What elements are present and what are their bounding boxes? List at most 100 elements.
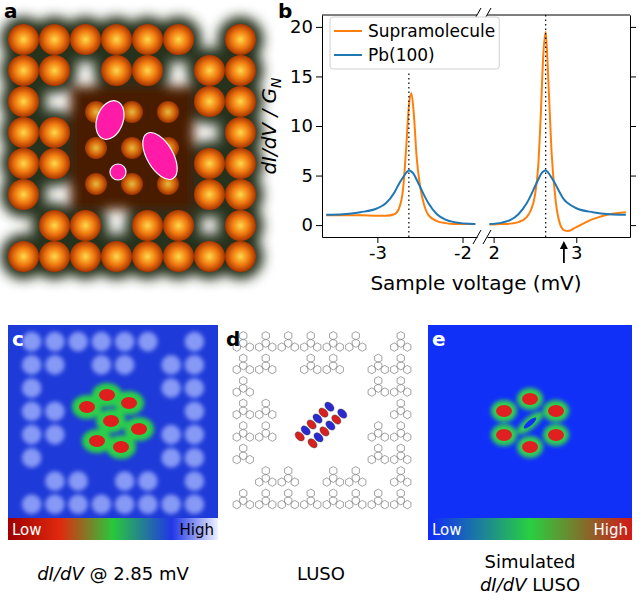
ring xyxy=(269,365,276,373)
tick: -2 xyxy=(454,237,472,263)
ring xyxy=(352,489,359,497)
tick: -3 xyxy=(369,237,387,263)
ring xyxy=(381,365,388,373)
tick-mark xyxy=(630,76,636,77)
map-blob xyxy=(496,429,512,441)
ring xyxy=(233,410,240,418)
colorbar-label: Low xyxy=(12,521,42,539)
map-blob xyxy=(68,495,88,515)
ring xyxy=(307,354,314,362)
map-blob xyxy=(522,441,538,453)
tick-mark xyxy=(316,176,322,177)
axis-break xyxy=(483,230,491,244)
ring xyxy=(262,422,269,430)
reference-line xyxy=(545,15,546,237)
molecule-sketch xyxy=(256,332,276,352)
ring xyxy=(246,455,253,463)
ring xyxy=(352,467,359,475)
molecule-sketch xyxy=(233,377,253,397)
caption-italic: dI/dV xyxy=(37,563,85,584)
molecule-sketch xyxy=(256,399,276,419)
topography-blob xyxy=(225,55,256,86)
map-blob xyxy=(45,471,65,491)
ring xyxy=(381,388,388,396)
ring xyxy=(375,422,382,430)
map-blob xyxy=(138,471,158,491)
molecule-sketch xyxy=(233,444,253,464)
colorbar xyxy=(8,518,218,540)
highlight-blob xyxy=(91,97,129,143)
map-blob xyxy=(161,425,181,445)
ring xyxy=(301,365,308,373)
tick-label: -2 xyxy=(454,242,472,263)
ring xyxy=(240,399,247,407)
ring xyxy=(381,455,388,463)
ring xyxy=(391,455,398,463)
tick xyxy=(630,27,636,28)
map-blob xyxy=(22,425,42,445)
molecule-sketch xyxy=(233,399,253,419)
map-blob xyxy=(517,388,543,410)
ring xyxy=(291,500,298,508)
panel-letter: a xyxy=(4,0,18,23)
ring xyxy=(301,500,308,508)
map-blob xyxy=(185,355,205,375)
ring xyxy=(269,410,276,418)
tick-mark xyxy=(316,76,322,77)
molecule-sketch xyxy=(301,354,321,374)
ring xyxy=(346,500,353,508)
map-lattice xyxy=(22,332,204,514)
ring xyxy=(375,444,382,452)
ring xyxy=(307,489,314,497)
tick xyxy=(630,225,636,226)
topography-blob xyxy=(70,210,101,241)
map-blob xyxy=(514,408,546,438)
map-blob xyxy=(103,415,119,427)
map-blob xyxy=(96,409,126,433)
topography-blob xyxy=(163,24,194,55)
ring xyxy=(314,343,321,351)
map-blob xyxy=(185,378,205,398)
ring xyxy=(368,365,375,373)
ring xyxy=(330,354,337,362)
panel-e-image xyxy=(428,325,632,540)
topography-blob xyxy=(225,241,256,272)
highlight-blobs xyxy=(91,97,184,185)
y-axis-title-main: dI/dV / G xyxy=(257,88,281,175)
tick-mark xyxy=(630,27,636,28)
ring xyxy=(397,489,404,497)
topography-blob xyxy=(194,55,225,86)
molecule-sketch xyxy=(391,332,411,352)
topography-blob xyxy=(194,86,225,117)
topography-blob xyxy=(39,55,70,86)
ring xyxy=(375,354,382,362)
y-axis: 05101520 xyxy=(290,16,322,238)
ring xyxy=(262,332,269,340)
molecule-sketch xyxy=(323,489,343,509)
ring xyxy=(262,399,269,407)
map-blob xyxy=(517,436,543,458)
map-background xyxy=(428,325,632,540)
x-axis: -3 -2 xyxy=(323,237,478,263)
map-blob xyxy=(22,495,42,515)
molecule-sketch xyxy=(368,444,388,464)
ring xyxy=(285,467,292,475)
panel-letter: e xyxy=(432,327,446,351)
map-blob xyxy=(45,402,65,422)
ring xyxy=(397,332,404,340)
ring xyxy=(336,343,343,351)
ring xyxy=(381,500,388,508)
reference-line xyxy=(408,71,409,237)
map-blob xyxy=(79,401,95,413)
map-center-glow xyxy=(491,388,569,458)
ring xyxy=(391,478,398,486)
map-blob xyxy=(115,471,135,491)
panel-caption: Simulated xyxy=(485,551,576,572)
ring xyxy=(256,433,263,441)
legend-swatch xyxy=(334,54,362,56)
ring xyxy=(368,455,375,463)
colorbar-label: High xyxy=(594,521,628,539)
ring xyxy=(269,500,276,508)
molecule-sketch xyxy=(301,332,321,352)
ring xyxy=(291,478,298,486)
